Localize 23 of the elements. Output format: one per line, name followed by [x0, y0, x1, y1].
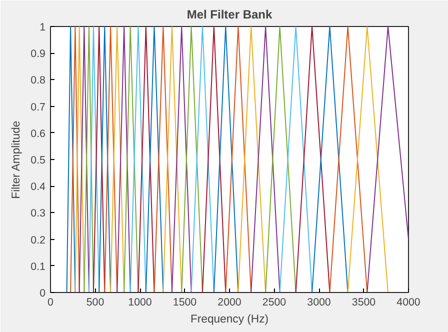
y-tick-label: 1	[40, 22, 46, 34]
x-tick-label: 4000	[396, 296, 420, 308]
y-tick-label: 0.3	[30, 208, 46, 220]
x-tick-label: 0	[48, 296, 54, 308]
y-tick-label: 0.9	[30, 48, 46, 60]
y-tick-label: 0.5	[30, 154, 46, 166]
x-axis-title: Frequency (Hz)	[190, 314, 269, 326]
x-tick-label: 2500	[262, 296, 286, 308]
y-tick-label: 0.6	[30, 128, 46, 140]
y-tick-label: 0.2	[30, 234, 46, 246]
y-axis-title: Filter Amplitude	[10, 120, 23, 199]
y-tick-label: 0	[40, 288, 46, 300]
y-tick-label: 0.4	[30, 181, 46, 194]
y-tick-label: 0.7	[30, 101, 46, 114]
x-tick-label: 500	[86, 296, 104, 308]
y-tick-label: 0.1	[30, 260, 46, 273]
y-tick-label: 0.8	[30, 74, 46, 87]
chart-title: Mel Filter Bank	[186, 8, 273, 22]
x-tick-label: 2000	[218, 296, 242, 308]
x-tick-label: 1000	[128, 296, 152, 308]
x-tick-label: 1500	[172, 296, 197, 308]
x-tick-label: 3000	[307, 296, 331, 308]
x-tick-label: 3500	[352, 296, 376, 308]
